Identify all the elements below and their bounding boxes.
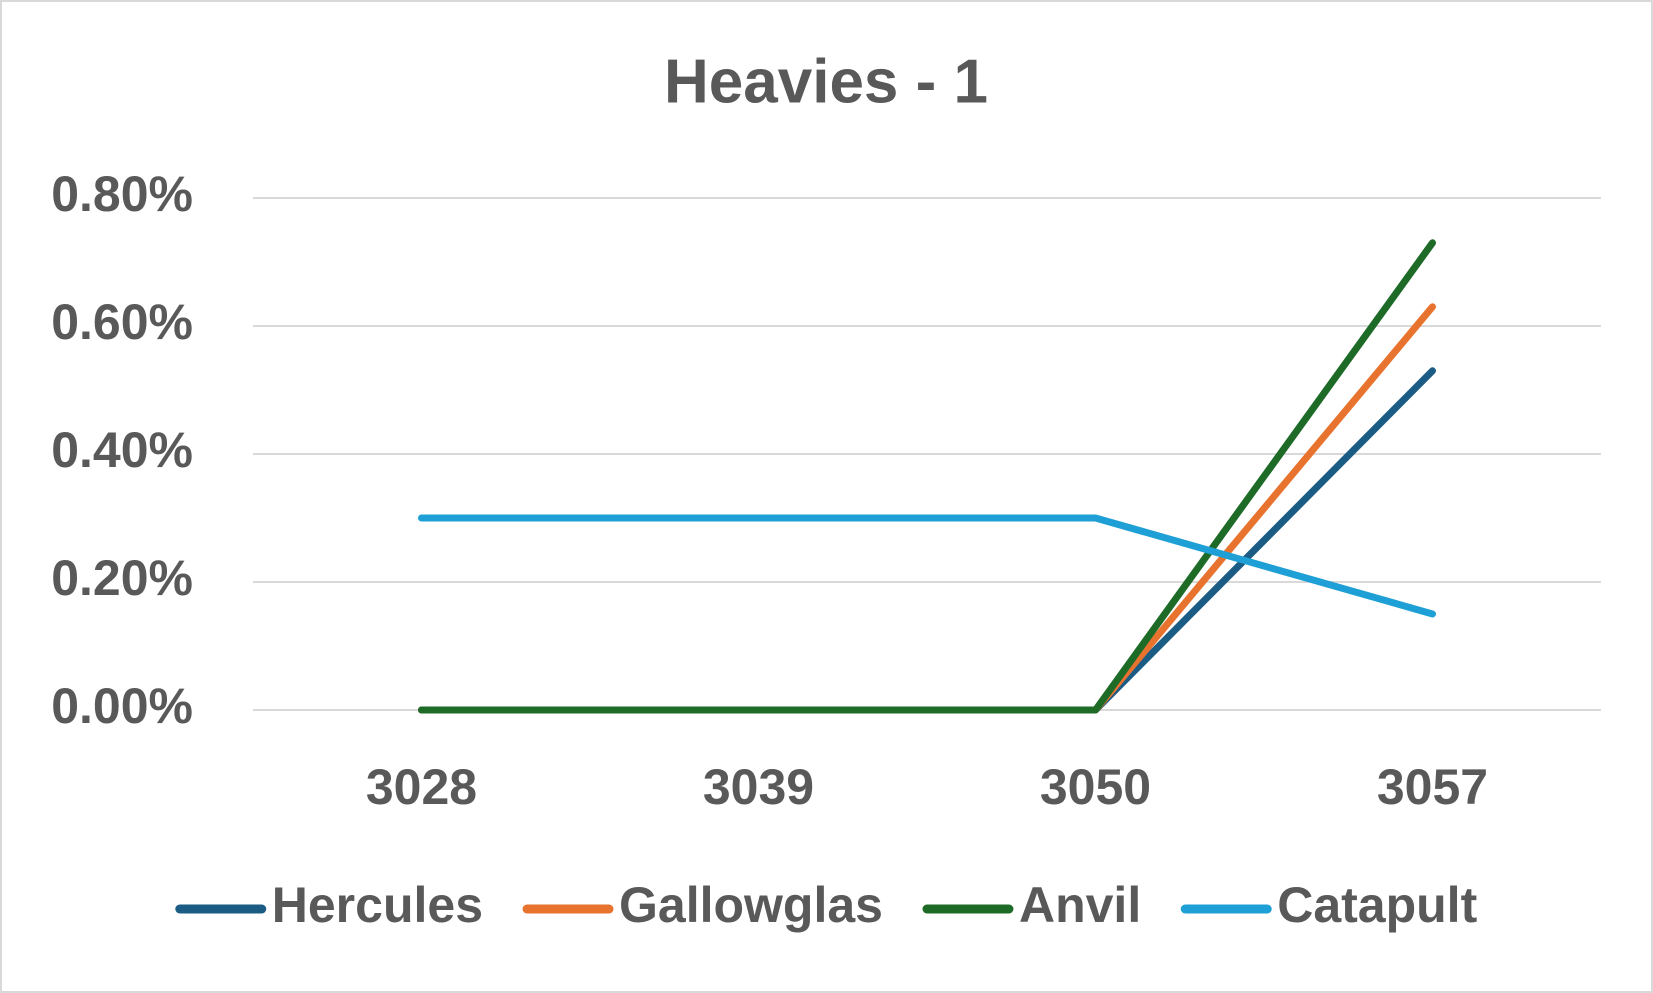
- series-line: [418, 514, 1436, 618]
- y-tick-label: 0.20%: [51, 550, 193, 606]
- legend-label: Hercules: [272, 877, 483, 933]
- x-tick-label: 3039: [703, 759, 814, 815]
- chart-title: Heavies - 1: [664, 47, 988, 116]
- series-line: [418, 239, 1436, 714]
- x-tick-label: 3050: [1040, 759, 1151, 815]
- legend-label: Catapult: [1277, 877, 1477, 933]
- x-tick-label: 3057: [1377, 759, 1488, 815]
- x-tick-label: 3028: [366, 759, 477, 815]
- y-tick-label: 0.80%: [51, 166, 193, 222]
- y-tick-label: 0.60%: [51, 294, 193, 350]
- legend-label: Gallowglas: [619, 877, 883, 933]
- legend-label: Anvil: [1019, 877, 1141, 933]
- y-tick-label: 0.40%: [51, 422, 193, 478]
- y-tick-label: 0.00%: [51, 678, 193, 734]
